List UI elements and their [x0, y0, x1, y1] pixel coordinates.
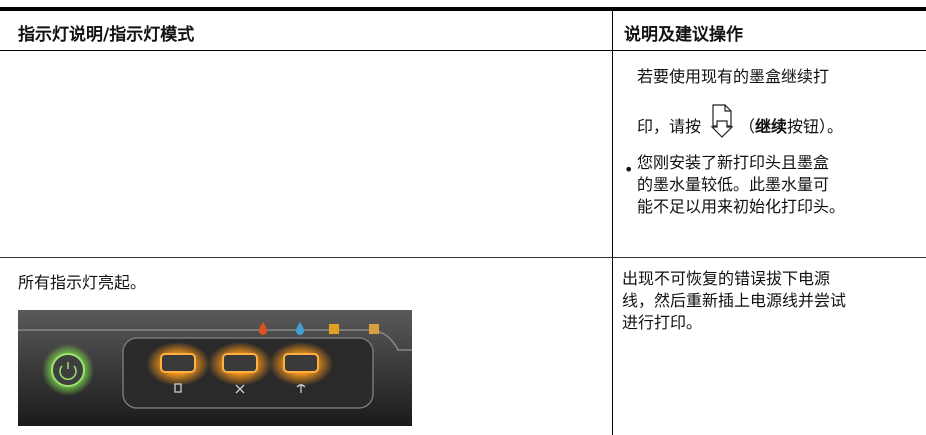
bullet: •: [624, 160, 634, 179]
cell-text: 所有指示灯亮起。: [18, 273, 147, 292]
text: （: [739, 117, 756, 136]
column-divider: [612, 258, 613, 435]
text-line: 能不足以用来初始化打印头。: [637, 197, 846, 216]
resume-icon: [710, 104, 734, 138]
control-panel-image: [18, 310, 412, 426]
row-divider: [0, 257, 926, 258]
header-cell: 指示灯说明/指示灯模式: [18, 25, 195, 45]
text: 印，请按: [637, 117, 702, 136]
text-line: 若要使用现有的墨盒继续打: [637, 67, 830, 86]
text-line: 的墨水量较低。此墨水量可: [637, 175, 830, 194]
header-cell: 说明及建议操作: [624, 25, 743, 45]
bold-text: 继续: [755, 117, 788, 136]
header-bottom-border: [0, 50, 926, 51]
text-line: 出现不可恢复的错误拔下电源: [622, 269, 831, 288]
cell-text: 出现不可恢复的错误拔下电源 线，然后重新插上电源线并尝试 进行打印。: [622, 268, 846, 334]
text-line: 线，然后重新插上电源线并尝试: [622, 291, 847, 310]
text: 按钮）。: [787, 117, 844, 136]
text-line: 印，请按 （继续按钮）。: [637, 104, 843, 138]
text-line: 进行打印。: [622, 313, 703, 332]
table-top-border: [0, 7, 926, 11]
text-line: 您刚安装了新打印头且墨盒: [637, 153, 830, 172]
bullet-text: 您刚安装了新打印头且墨盒 的墨水量较低。此墨水量可 能不足以用来初始化打印头。: [637, 152, 845, 218]
instruction: 若要使用现有的墨盒继续打 印，请按 （继续按钮）。: [637, 66, 843, 138]
column-divider: [612, 11, 613, 257]
